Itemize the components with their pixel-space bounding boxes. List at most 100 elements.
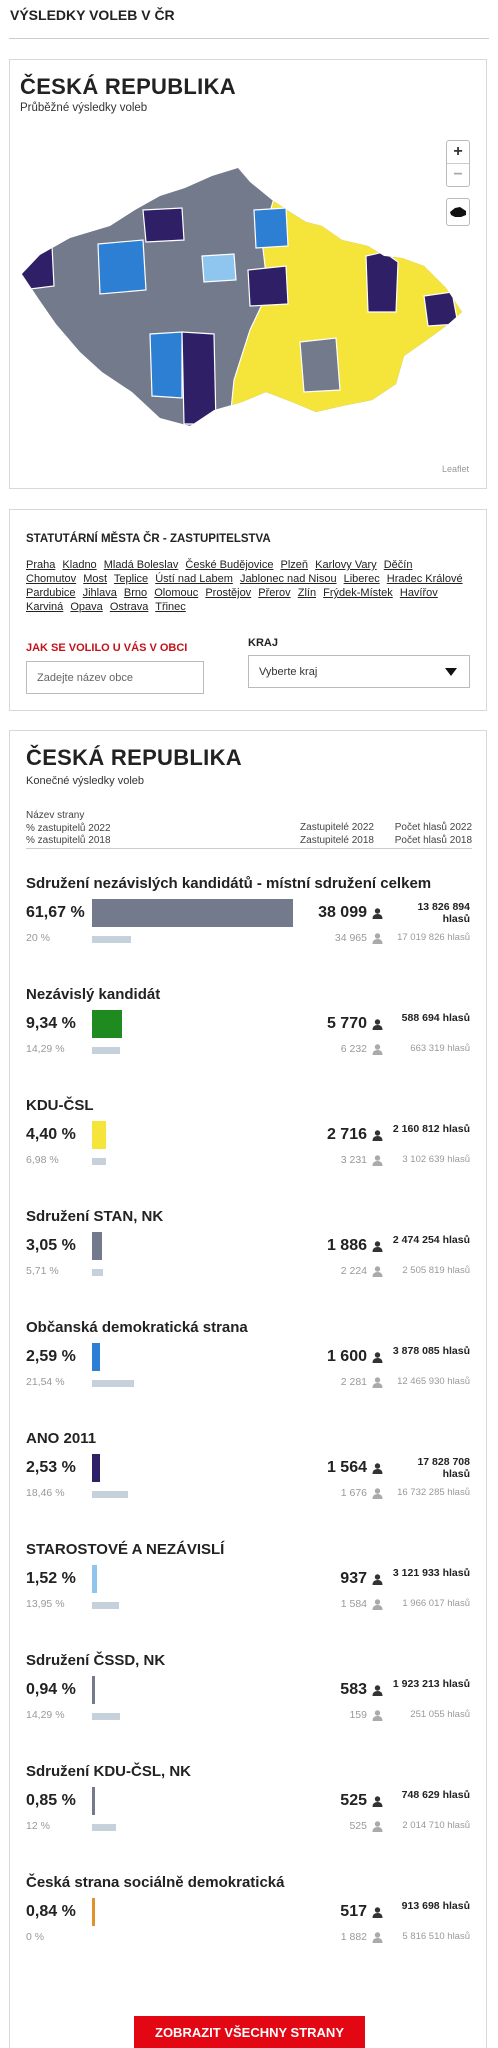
party-name: Sdružení STAN, NK — [26, 1208, 164, 1225]
person-icon — [372, 1352, 383, 1363]
party: KDU-ČSL 4,40 % 2 716 2 160 812 hlasů 6,98 % 3… — [26, 1096, 472, 1207]
reset-view[interactable] — [446, 198, 470, 226]
city-link[interactable]: Chomutov — [26, 573, 77, 585]
city-link[interactable]: Děčín — [383, 559, 413, 571]
votes-number: 1 966 017 — [402, 1598, 445, 1609]
region-select[interactable]: Vyberte kraj — [248, 655, 470, 688]
seats-2018: 525 — [349, 1820, 367, 1832]
pct-2018: 6,98 % — [26, 1154, 59, 1166]
result-2018: 14,29 % 159 251 055 hlasů — [26, 1706, 472, 1724]
votes-unit: hlasů — [447, 1376, 470, 1387]
bar-2022 — [92, 1454, 101, 1482]
seats-2018: 34 965 — [334, 932, 367, 944]
person-icon — [372, 1574, 383, 1585]
votes-number: 3 121 933 — [392, 1567, 440, 1579]
pct-2018: 20 % — [26, 932, 50, 944]
votes-unit: hlasů — [442, 1468, 470, 1480]
party: Sdružení KDU-ČSL, NK 0,85 % 525 748 629 hla… — [26, 1762, 472, 1873]
city-link[interactable]: Havířov — [399, 587, 438, 599]
result-2022: 2,53 % 1 564 17 828 708 hlasů — [26, 1454, 472, 1482]
city-link[interactable]: Karlovy Vary — [315, 559, 377, 571]
column-label: Zastupitelé 2018 — [300, 834, 374, 846]
votes-number: 2 474 254 — [392, 1234, 440, 1246]
votes-number: 12 465 930 — [397, 1376, 445, 1387]
bar-2022 — [92, 1343, 101, 1371]
zoom-control: + − — [446, 140, 470, 187]
city-link[interactable]: Olomouc — [154, 587, 199, 599]
party-name: STAROSTOVÉ A NEZÁVISLÍ — [26, 1541, 225, 1558]
bar-2018 — [92, 1713, 120, 1720]
search-input[interactable]: Zadejte název obce — [26, 661, 204, 694]
show-all-button[interactable]: ZOBRAZIT VŠECHNY STRANY — [134, 2016, 365, 2048]
city-link[interactable]: Opava — [70, 601, 103, 613]
seats-2022: 583 — [340, 1681, 367, 1698]
city-link[interactable]: Frýdek-Místek — [323, 587, 393, 599]
city-link[interactable]: Brno — [123, 587, 148, 599]
result-2022: 9,34 % 5 770 588 694 hlasů — [26, 1010, 472, 1038]
votes-number: 2 505 819 — [402, 1265, 445, 1276]
votes-2022: 588 694 hlasů — [390, 1012, 470, 1024]
pct-2022: 2,53 % — [26, 1459, 76, 1476]
bar-2018 — [92, 1158, 106, 1165]
result-2018: 18,46 % 1 676 16 732 285 hlasů — [26, 1484, 472, 1502]
votes-unit: hlasů — [442, 1678, 470, 1690]
zoom-out[interactable]: − — [453, 166, 463, 183]
seats-2022: 2 716 — [326, 1126, 367, 1143]
city-link[interactable]: Plzeň — [280, 559, 309, 571]
votes-number: 3 878 085 — [392, 1345, 440, 1357]
party: STAROSTOVÉ A NEZÁVISLÍ 1,52 % 937 3 121 933… — [26, 1540, 472, 1651]
votes-unit: hlasů — [447, 1154, 470, 1165]
votes-unit: hlasů — [447, 1931, 470, 1942]
votes-unit: hlasů — [447, 1820, 470, 1831]
result-2018: 14,29 % 6 232 663 319 hlasů — [26, 1040, 472, 1058]
result-2018: 0 % 1 882 5 816 510 hlasů — [26, 1928, 472, 1946]
votes-2022: 17 828 708 hlasů — [390, 1456, 470, 1480]
seats-2022: 1 564 — [326, 1459, 367, 1476]
search-placeholder: Zadejte název obce — [37, 671, 134, 684]
city-link[interactable]: Hradec Králové — [386, 573, 463, 585]
votes-2018: 663 319 hlasů — [388, 1043, 470, 1055]
person-icon — [372, 1241, 383, 1252]
person-icon — [372, 1155, 383, 1166]
pct-2018: 5,71 % — [26, 1265, 59, 1277]
city-link[interactable]: Třinec — [155, 601, 186, 613]
seats-2022: 1 600 — [326, 1348, 367, 1365]
zoom-in[interactable]: + — [447, 141, 469, 164]
map-regions — [22, 168, 462, 426]
seats-2022: 525 — [340, 1792, 367, 1809]
seats-2018: 1 882 — [340, 1931, 367, 1943]
result-2018: 12 % 525 2 014 710 hlasů — [26, 1817, 472, 1835]
city-link[interactable]: Přerov — [258, 587, 291, 599]
votes-2022: 13 826 894 hlasů — [390, 901, 470, 925]
city-link[interactable]: České Budějovice — [185, 559, 274, 571]
party-name: Sdružení KDU-ČSL, NK — [26, 1763, 191, 1780]
city-link[interactable]: Jihlava — [82, 587, 117, 599]
city-link[interactable]: Ústí nad Labem — [155, 573, 233, 585]
city-link[interactable]: Praha — [26, 559, 56, 571]
city-link[interactable]: Prostějov — [205, 587, 252, 599]
column-label: Název strany — [26, 810, 85, 821]
votes-2022: 3 121 933 hlasů — [390, 1567, 470, 1579]
votes-unit: hlasů — [442, 1567, 470, 1579]
pct-2022: 9,34 % — [26, 1015, 76, 1032]
city-link[interactable]: Teplice — [113, 573, 149, 585]
city-link[interactable]: Liberec — [343, 573, 380, 585]
result-2022: 2,59 % 1 600 3 878 085 hlasů — [26, 1343, 472, 1371]
city-link[interactable]: Most — [83, 573, 108, 585]
city-link[interactable]: Ostrava — [109, 601, 149, 613]
region — [423, 291, 459, 327]
bar-2018 — [92, 1491, 129, 1498]
votes-2018: 251 055 hlasů — [388, 1709, 470, 1721]
city-link[interactable]: Pardubice — [26, 587, 76, 599]
city-link[interactable]: Zlín — [297, 587, 317, 599]
bar-2018 — [92, 1602, 120, 1609]
city-link[interactable]: Karviná — [26, 601, 64, 613]
city-link[interactable]: Mladá Boleslav — [103, 559, 179, 571]
bar-2022 — [92, 899, 294, 927]
person-icon — [372, 1377, 383, 1388]
votes-number: 17 828 708 — [417, 1456, 470, 1468]
city-link[interactable]: Jablonec nad Nisou — [239, 573, 337, 585]
person-icon — [372, 1685, 383, 1696]
city-link[interactable]: Kladno — [62, 559, 97, 571]
column-head-votes: Počet hlasů 2022 Počet hlasů 2018 — [395, 822, 472, 847]
